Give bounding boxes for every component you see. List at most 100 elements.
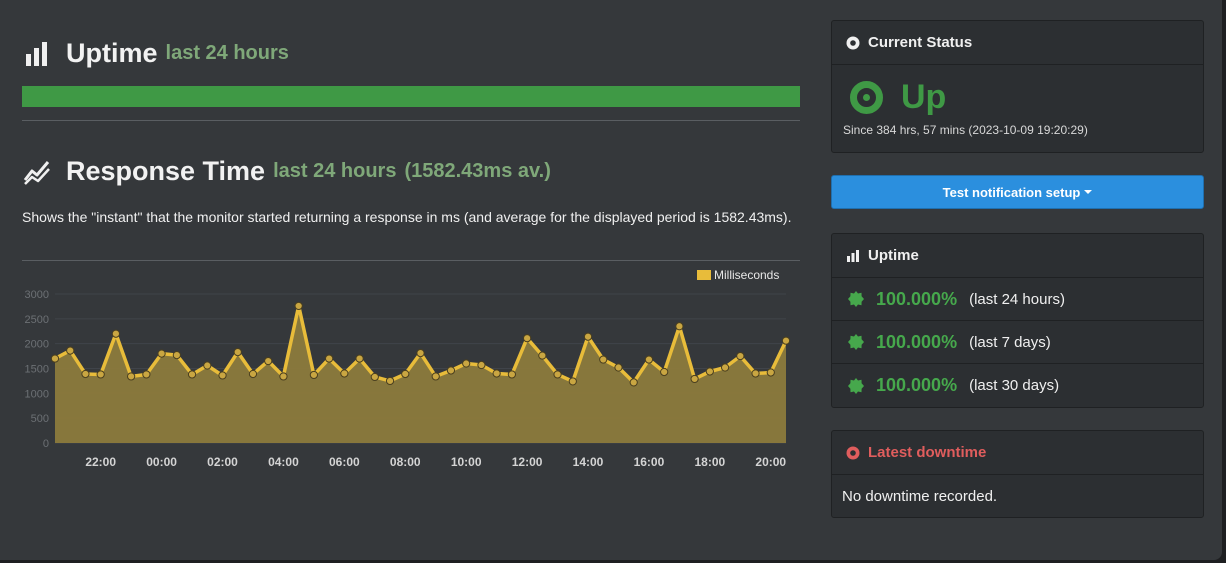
data-point <box>660 367 669 377</box>
dot-circle-icon <box>846 36 860 49</box>
data-point <box>629 378 638 387</box>
latest-downtime-title: Latest downtime <box>868 444 987 461</box>
x-tick-label: 14:00 <box>573 455 604 469</box>
data-point <box>431 372 440 381</box>
divider <box>22 120 800 121</box>
status-label: Up <box>901 77 947 116</box>
data-point <box>492 369 501 378</box>
x-tick-label: 04:00 <box>268 455 299 469</box>
x-tick-label: 20:00 <box>755 455 786 469</box>
data-point <box>751 369 760 378</box>
uptime-period: (last 7 days) <box>969 333 1051 351</box>
bar-chart-icon <box>847 249 859 262</box>
legend-swatch <box>697 270 711 280</box>
response-time-chart: 0 500 1000 1500 2000 2500 3000 22:00 00:00 02:00 0… <box>22 262 812 477</box>
uptime-subtitle: last 24 hours <box>165 41 289 64</box>
data-point <box>385 376 395 386</box>
data-point <box>401 369 410 379</box>
data-point <box>96 370 105 379</box>
certificate-icon <box>848 291 864 307</box>
uptime-percent: 100.000% <box>876 375 958 395</box>
data-point <box>355 354 364 363</box>
data-point <box>294 301 303 311</box>
data-point <box>309 370 318 380</box>
status-since: Since 384 hrs, 57 mins (2023-10-09 19:20… <box>843 123 1088 137</box>
data-point <box>477 360 486 370</box>
data-point <box>614 363 623 372</box>
uptime-percent: 100.000% <box>876 288 958 309</box>
uptime-title: Uptime <box>66 37 158 68</box>
response-time-average: (1582.43ms av.) <box>404 159 551 182</box>
data-point <box>583 332 593 341</box>
data-point <box>690 374 699 384</box>
data-point <box>187 370 197 379</box>
response-time-title: Response Time <box>66 155 266 186</box>
data-point <box>127 372 136 381</box>
data-point <box>416 349 425 358</box>
response-time-description: Shows the "instant" that the monitor sta… <box>22 209 792 225</box>
data-point <box>720 363 730 372</box>
data-point <box>462 359 471 368</box>
data-point <box>705 367 714 376</box>
dot-circle-icon <box>846 446 860 459</box>
latest-downtime-message: No downtime recorded. <box>842 487 998 505</box>
y-tick-label: 1000 <box>25 388 49 400</box>
response-time-chart-svg: 0 500 1000 1500 2000 2500 3000 22:00 00:00 02:00 0… <box>25 268 791 469</box>
data-point <box>340 369 349 378</box>
caret-down-icon <box>1084 190 1093 194</box>
current-status-title: Current Status <box>868 34 973 51</box>
uptime-row-30d: 100.000% (last 30 days) <box>832 364 1203 407</box>
uptime-bar <box>22 86 800 107</box>
data-point <box>781 336 791 345</box>
test-notification-button[interactable]: Test notification setup <box>831 175 1204 209</box>
data-point <box>50 354 60 363</box>
response-time-heading: Response Time last 24 hours (1582.43ms a… <box>22 154 551 188</box>
x-tick-label: 18:00 <box>695 455 726 469</box>
data-point <box>233 348 242 357</box>
data-point <box>599 355 608 364</box>
current-status-panel: Current Status Up Since 384 hrs, 57 mins… <box>831 20 1204 153</box>
latest-downtime-header: Latest downtime <box>832 431 1203 475</box>
data-point <box>736 351 745 361</box>
uptime-row-7d: 100.000% (last 7 days) <box>832 321 1203 364</box>
data-point <box>81 369 90 379</box>
uptime-period: (last 30 days) <box>969 377 1060 394</box>
certificate-icon <box>848 334 864 350</box>
status-indicator: Up <box>842 77 1193 117</box>
y-tick-label: 2000 <box>25 339 49 351</box>
data-point <box>172 350 181 360</box>
y-tick-label: 0 <box>43 438 49 450</box>
test-notification-label: Test notification setup <box>942 184 1081 200</box>
data-point <box>218 371 227 380</box>
y-tick-label: 2500 <box>25 314 49 326</box>
x-tick-label: 06:00 <box>329 455 360 469</box>
data-point <box>553 370 562 379</box>
current-status-body: Up Since 384 hrs, 57 mins (2023-10-09 19… <box>832 65 1203 138</box>
data-point <box>568 377 577 386</box>
data-point <box>325 354 334 363</box>
uptime-list: 100.000% (last 24 hours) 100.000% (last … <box>832 278 1203 407</box>
x-tick-label: 22:00 <box>85 455 116 469</box>
uptime-panel: Uptime 100.000% (last 24 hours) 100.000%… <box>831 233 1204 408</box>
x-tick-label: 16:00 <box>634 455 665 469</box>
x-tick-label: 00:00 <box>146 455 177 469</box>
y-tick-label: 3000 <box>25 289 49 301</box>
data-point <box>644 355 654 364</box>
x-tick-label: 08:00 <box>390 455 421 469</box>
data-point <box>507 370 516 379</box>
bar-chart-icon <box>26 42 47 66</box>
uptime-period: (last 24 hours) <box>969 290 1065 308</box>
x-tick-label: 10:00 <box>451 455 482 469</box>
x-tick-label: 02:00 <box>207 455 238 469</box>
data-point <box>446 366 456 375</box>
data-point <box>370 372 379 382</box>
legend-label: Milliseconds <box>714 268 779 282</box>
data-point <box>523 334 532 343</box>
latest-downtime-panel: Latest downtime No downtime recorded. <box>831 430 1204 518</box>
data-point <box>66 346 75 355</box>
uptime-panel-header: Uptime <box>832 234 1203 278</box>
x-tick-label: 12:00 <box>512 455 543 469</box>
area-fill <box>55 305 786 443</box>
divider <box>22 260 800 261</box>
